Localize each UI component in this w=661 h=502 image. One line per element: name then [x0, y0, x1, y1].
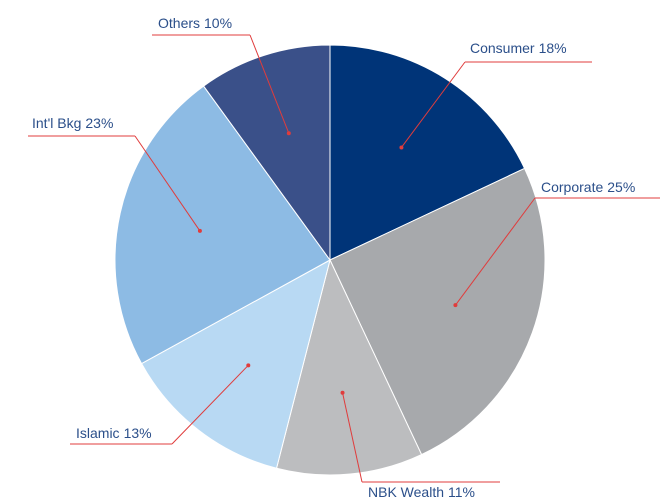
pie-slice [329, 167, 546, 456]
pie-slice [202, 44, 331, 262]
leader-dot [286, 131, 291, 136]
value-label: 18% [539, 40, 567, 56]
pie-slice [140, 259, 331, 469]
slice-label: Int'l Bkg 23% [32, 115, 113, 131]
leader-dot [246, 363, 251, 368]
slice-label: Corporate 25% [541, 179, 635, 195]
leader-dot [340, 390, 345, 395]
slice-label: Others 10% [158, 15, 232, 31]
slice-label: NBK Wealth 11% [368, 484, 475, 500]
leader-dot [399, 145, 404, 150]
leader-line [401, 61, 466, 148]
category-label: Int'l Bkg [32, 115, 81, 131]
value-label: 23% [85, 115, 113, 131]
leader-line [455, 197, 536, 306]
category-label: Consumer [470, 40, 535, 56]
leader-line [171, 364, 249, 445]
leader-dot [453, 303, 458, 308]
value-label: 13% [124, 425, 152, 441]
leader-line [134, 135, 201, 232]
category-label: Others [158, 15, 200, 31]
category-label: Corporate [541, 179, 603, 195]
slice-label: Islamic 13% [76, 425, 152, 441]
leader-line [342, 392, 363, 483]
value-label: 10% [204, 15, 232, 31]
value-label: 25% [607, 179, 635, 195]
slice-label: Consumer 18% [470, 40, 567, 56]
category-label: NBK Wealth [368, 484, 444, 500]
value-label: 11% [448, 484, 475, 500]
pie-slice [275, 258, 423, 476]
pie-slice [329, 44, 526, 261]
leader-dot [197, 228, 202, 233]
category-label: Islamic [76, 425, 120, 441]
leader-line [249, 34, 290, 134]
pie-slice [114, 85, 331, 365]
